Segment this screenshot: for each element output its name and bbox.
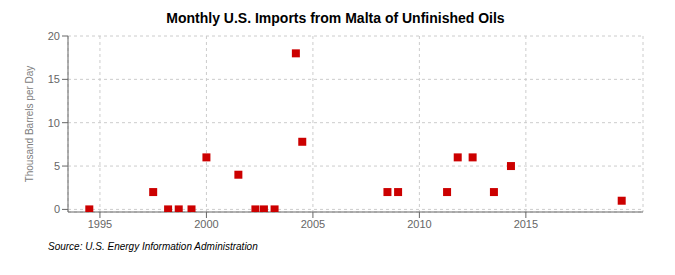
svg-text:10: 10: [48, 117, 60, 129]
svg-text:2005: 2005: [301, 218, 325, 230]
svg-text:20: 20: [48, 30, 60, 42]
svg-text:Thousand Barrels per Day: Thousand Barrels per Day: [24, 66, 35, 183]
svg-text:2000: 2000: [194, 218, 218, 230]
html-text:Monthly U.S. Imports from Malt: Monthly U.S. Imports from Malta of Unfin…: [166, 10, 505, 26]
svg-text:2010: 2010: [407, 218, 431, 230]
svg-text:15: 15: [48, 73, 60, 85]
svg-text:1995: 1995: [88, 218, 112, 230]
svg-text:5: 5: [54, 160, 60, 172]
html-text:Source: U.S. Energy Informatio: Source: U.S. Energy Information Administ…: [48, 241, 258, 252]
svg-text:0: 0: [54, 203, 60, 215]
svg-text:2015: 2015: [514, 218, 538, 230]
